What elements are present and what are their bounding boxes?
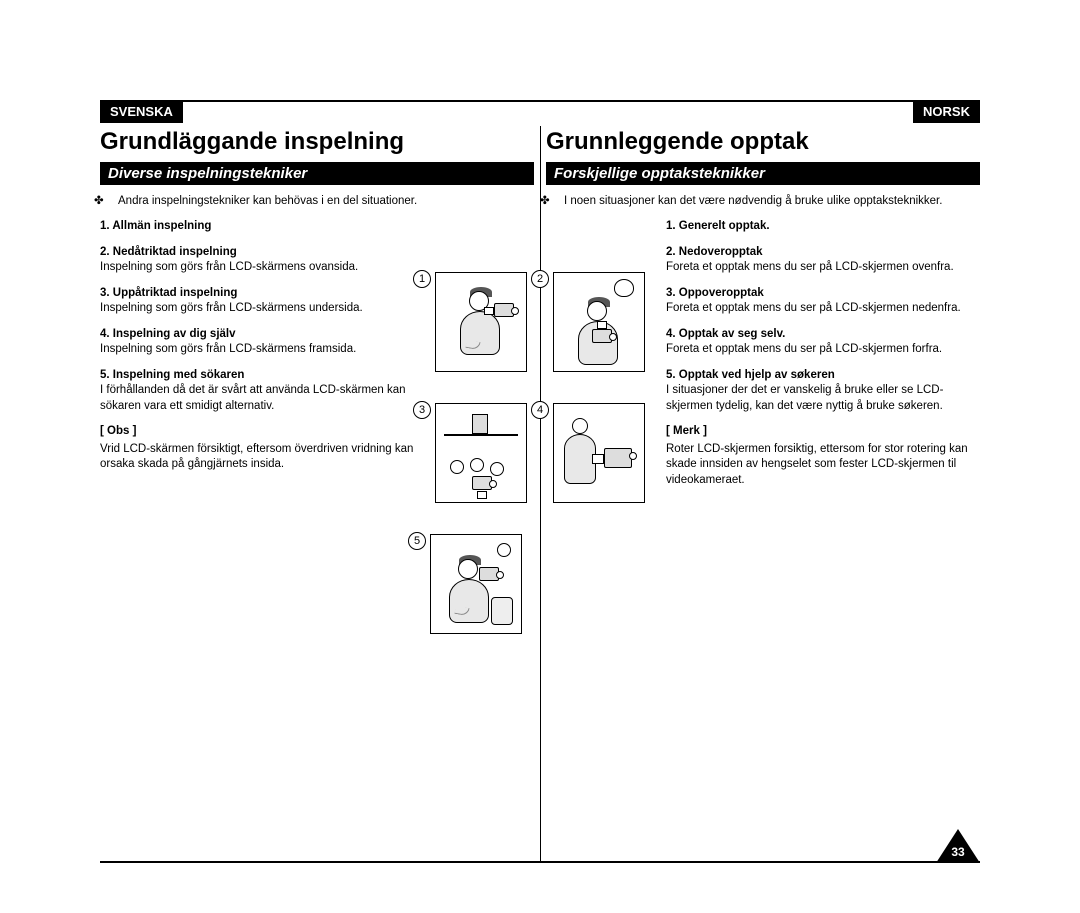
intro-right: ✤I noen situasjoner kan det være nødvend… [564, 193, 980, 207]
list-item: 4. Inspelning av dig själv Inspelning so… [100, 327, 414, 358]
intro-left-text: Andra inspelningstekniker kan behövas i … [118, 195, 417, 207]
page-number: 33 [948, 845, 968, 859]
item-num: 3. [666, 287, 676, 299]
item-desc: I förhållanden då det är svårt att använ… [100, 384, 406, 412]
list-item: 4. Opptak av seg selv. Foreta et opptak … [666, 327, 980, 358]
list-item: 1. Allmän inspelning [100, 219, 414, 235]
note-body-left: Vrid LCD-skärmen försiktigt, eftersom öv… [100, 442, 414, 473]
item-title: Inspelning av dig själv [113, 328, 236, 340]
figure-3: 3 [435, 403, 527, 508]
list-item: 3. Oppoveropptak Foreta et opptak mens d… [666, 286, 980, 317]
figure-number: 3 [413, 401, 431, 419]
figure-number: 4 [531, 401, 549, 419]
item-num: 1. [100, 220, 110, 232]
figure-5: 5 [430, 534, 522, 639]
section-heading-right: Forskjellige opptaksteknikker [546, 162, 980, 185]
note-heading-right: [ Merk ] [666, 424, 980, 440]
item-desc: Inspelning som görs från LCD-skärmens un… [100, 302, 363, 314]
list-item: 5. Opptak ved hjelp av søkeren I situasj… [666, 368, 980, 415]
intro-left: ✤Andra inspelningstekniker kan behövas i… [118, 193, 534, 207]
item-title: Uppåtriktad inspelning [113, 287, 238, 299]
item-title: Opptak av seg selv. [679, 328, 786, 340]
list-item: 3. Uppåtriktad inspelning Inspelning som… [100, 286, 414, 317]
item-num: 1. [666, 220, 676, 232]
item-title: Nedåtriktad inspelning [113, 246, 237, 258]
list-item: 5. Inspelning med sökaren I förhållanden… [100, 368, 414, 415]
item-num: 4. [100, 328, 110, 340]
item-num: 4. [666, 328, 676, 340]
item-num: 2. [666, 246, 676, 258]
list-item: 1. Generelt opptak. [666, 219, 980, 235]
figure-number: 5 [408, 532, 426, 550]
item-num: 5. [100, 369, 110, 381]
item-title: Oppoveropptak [679, 287, 764, 299]
item-title: Opptak ved hjelp av søkeren [679, 369, 835, 381]
items-right: 1. Generelt opptak. 2. Nedoveropptak For… [666, 219, 980, 488]
figure-grid: 1 2 [430, 272, 650, 665]
lang-label-svenska: SVENSKA [100, 100, 183, 123]
figure-number: 2 [531, 270, 549, 288]
page-title-left: Grundläggande inspelning [100, 128, 534, 156]
page-title-right: Grunnleggende opptak [546, 128, 980, 156]
figure-number: 1 [413, 270, 431, 288]
item-desc: Foreta et opptak mens du ser på LCD-skje… [666, 343, 942, 355]
item-desc: Inspelning som görs från LCD-skärmens ov… [100, 261, 358, 273]
figure-2: 2 [553, 272, 645, 377]
item-num: 5. [666, 369, 676, 381]
item-desc: Foreta et opptak mens du ser på LCD-skje… [666, 302, 961, 314]
note-body-right: Roter LCD-skjermen forsiktig, ettersom f… [666, 442, 980, 489]
list-item: 2. Nedoveropptak Foreta et opptak mens d… [666, 245, 980, 276]
note-heading-left: [ Obs ] [100, 424, 414, 440]
item-num: 2. [100, 246, 110, 258]
item-title: Inspelning med sökaren [113, 369, 245, 381]
figure-4: 4 [553, 403, 645, 508]
item-title: Generelt opptak. [679, 220, 770, 232]
section-heading-left: Diverse inspelningstekniker [100, 162, 534, 185]
item-desc: Foreta et opptak mens du ser på LCD-skje… [666, 261, 954, 273]
item-desc: I situasjoner der det er vanskelig å bru… [666, 384, 943, 412]
item-desc: Inspelning som görs från LCD-skärmens fr… [100, 343, 356, 355]
figure-1: 1 [435, 272, 527, 377]
item-title: Nedoveropptak [679, 246, 763, 258]
items-left: 1. Allmän inspelning 2. Nedåtriktad insp… [100, 219, 414, 473]
item-num: 3. [100, 287, 110, 299]
page-number-badge: 33 [936, 829, 980, 863]
intro-right-text: I noen situasjoner kan det være nødvendi… [564, 195, 942, 207]
lang-label-norsk: NORSK [913, 100, 980, 123]
list-item: 2. Nedåtriktad inspelning Inspelning som… [100, 245, 414, 276]
language-labels: SVENSKA NORSK [100, 100, 980, 124]
manual-page: SVENSKA NORSK Grundläggande inspelning D… [100, 100, 980, 863]
item-title: Allmän inspelning [112, 220, 211, 232]
